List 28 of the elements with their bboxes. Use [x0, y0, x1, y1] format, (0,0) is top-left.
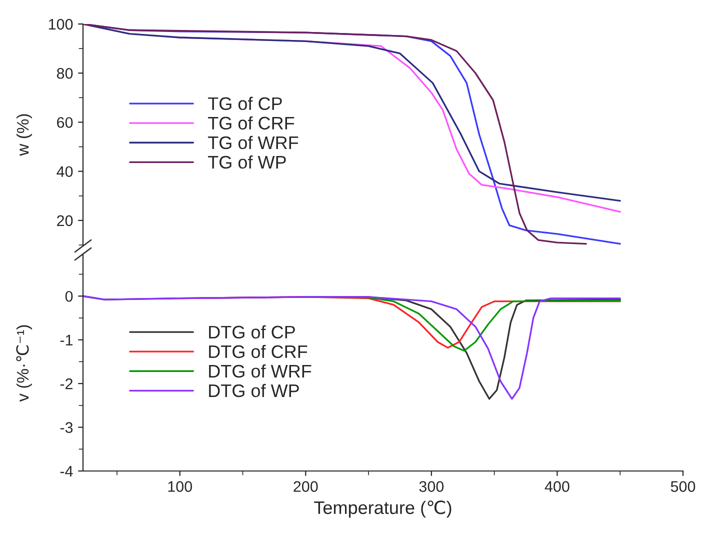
line-series — [83, 24, 621, 202]
x-tick-label: 100 — [168, 481, 192, 492]
x-axis-title: Temperature (℃) — [314, 500, 452, 518]
legend-label: TG of WP — [208, 155, 286, 169]
y-tick-label: 80 — [56, 68, 73, 79]
x-tick-label: 400 — [544, 481, 570, 492]
legend-label: DTG of WRF — [209, 364, 312, 378]
x-tick-label: 200 — [294, 481, 318, 492]
y-tick-label: 100 — [48, 18, 73, 30]
y-tick-label: -1 — [60, 334, 73, 346]
y-tick-label: -2 — [60, 378, 73, 390]
y-tick-label: 0 — [65, 290, 73, 302]
y-tick-label: 40 — [56, 166, 73, 178]
y-tick-label: -3 — [60, 422, 73, 433]
legend-label: TG of WRF — [208, 136, 298, 150]
y-tick-label: -4 — [60, 466, 73, 477]
legend-label: DTG of CP — [209, 325, 295, 339]
legend-label: DTG of CRF — [209, 344, 308, 358]
legend-label: TG of CP — [208, 96, 282, 110]
x-tick-label: 300 — [419, 481, 444, 492]
y-axis-title: w (%) — [16, 114, 32, 156]
y-axis-title: v (%·℃⁻¹) — [16, 325, 32, 402]
y-tick-label: 20 — [57, 215, 73, 226]
y-tick-label: 60 — [57, 117, 73, 128]
legend-label: DTG of WP — [209, 384, 299, 398]
x-tick-label: 500 — [670, 481, 696, 492]
line-series — [83, 295, 621, 400]
legend-label: TG of CRF — [208, 116, 294, 130]
